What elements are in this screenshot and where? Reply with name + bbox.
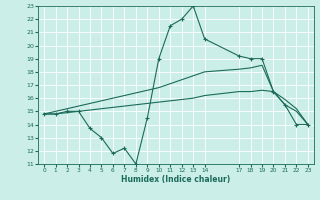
X-axis label: Humidex (Indice chaleur): Humidex (Indice chaleur) <box>121 175 231 184</box>
